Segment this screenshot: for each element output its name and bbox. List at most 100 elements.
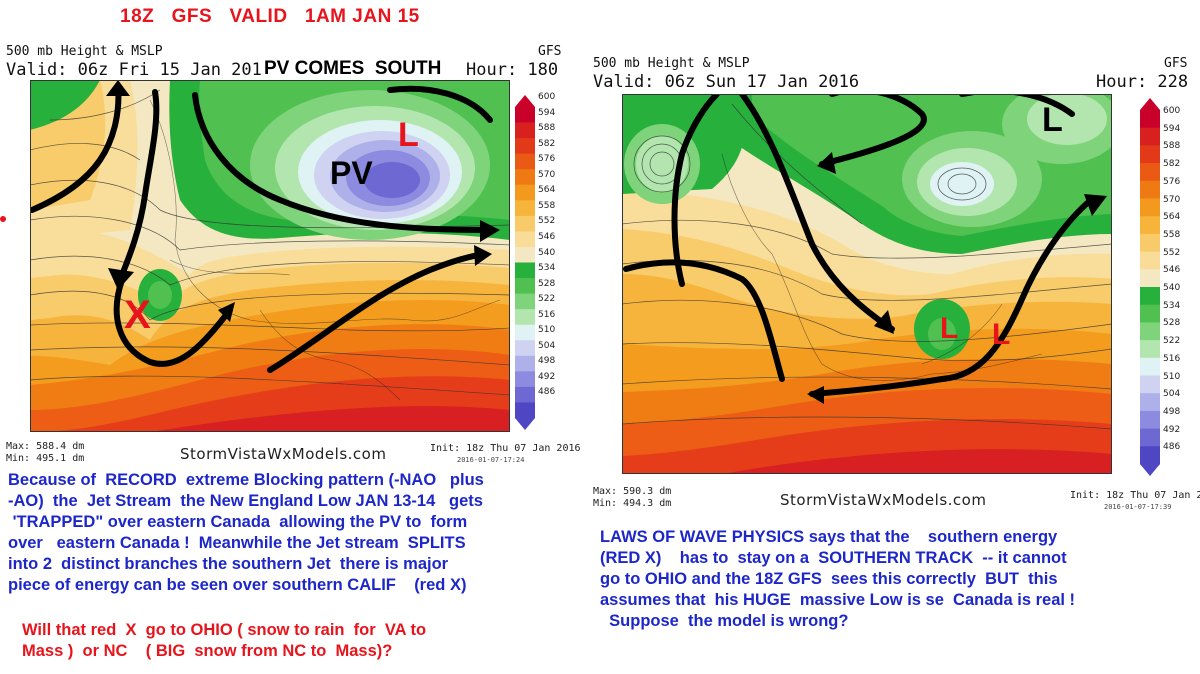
right-text-line: Suppose the model is wrong?	[600, 612, 849, 630]
left-low-label: L	[398, 116, 419, 154]
colorbar-segment	[1140, 233, 1160, 253]
colorbar-top-arrow	[1140, 98, 1160, 110]
colorbar-segment	[1140, 110, 1160, 129]
left-text-line: piece of energy can be seen over souther…	[8, 576, 467, 594]
colorbar-tick-label: 558	[538, 200, 556, 211]
colorbar-tick-label: 504	[1163, 389, 1181, 400]
right-model-label: GFS	[1164, 56, 1188, 71]
left-overlay-title: PV COMES SOUTH	[262, 58, 444, 80]
colorbar-tick-label: 546	[1163, 265, 1181, 276]
colorbar-tick-label: 492	[538, 371, 556, 382]
left-product-label: 500 mb Height & MSLP	[6, 44, 163, 59]
colorbar-segment	[1140, 180, 1160, 199]
left-stamp-label: 2016-01-07-17:24	[457, 456, 525, 464]
colorbar-segment	[515, 184, 535, 201]
right-colorbar	[1140, 98, 1160, 476]
right-text-line: LAWS OF WAVE PHYSICS says that the south…	[600, 528, 1058, 546]
colorbar-segment	[515, 293, 535, 310]
right-north-low-label: L	[1042, 101, 1063, 139]
top-title: 18Z GFS VALID 1AM JAN 15	[120, 6, 420, 27]
left-hour-label: Hour: 180	[466, 60, 559, 80]
colorbar-segment	[515, 324, 535, 341]
question-line: Will that red X go to OHIO ( snow to rai…	[22, 621, 427, 639]
right-map-frame	[622, 94, 1112, 474]
colorbar-tick-label: 576	[538, 154, 556, 165]
left-valid-label: Valid: 06z Fri 15 Jan 2016	[6, 60, 273, 80]
colorbar-segment	[515, 122, 535, 139]
colorbar-tick-label: 504	[538, 340, 556, 351]
colorbar-tick-label: 600	[538, 92, 556, 102]
left-init-label: Init: 18z Thu 07 Jan 2016	[430, 443, 581, 454]
colorbar-tick-label: 516	[1163, 353, 1181, 364]
left-colorbar	[515, 95, 535, 430]
right-se-low-1-label: L	[940, 312, 958, 345]
colorbar-segment	[515, 246, 535, 263]
colorbar-segment	[1140, 251, 1160, 270]
colorbar-segment	[1140, 304, 1160, 323]
right-valid-label: Valid: 06z Sun 17 Jan 2016	[593, 72, 860, 92]
colorbar-segment	[515, 309, 535, 326]
colorbar-segment	[515, 340, 535, 357]
colorbar-segment	[515, 200, 535, 217]
colorbar-segment	[515, 153, 535, 170]
colorbar-tick-label: 510	[1163, 371, 1181, 382]
colorbar-tick-label: 570	[1163, 194, 1181, 205]
colorbar-tick-label: 552	[538, 216, 556, 227]
left-map-panel: L PV X	[30, 80, 510, 432]
colorbar-segment	[515, 371, 535, 388]
question-line: Mass ) or NC ( BIG snow from NC to Mass)…	[22, 642, 393, 660]
red-dot-marker	[0, 216, 6, 222]
colorbar-segment	[1140, 446, 1160, 465]
colorbar-tick-label: 564	[1163, 212, 1181, 223]
colorbar-segment	[1140, 287, 1160, 306]
colorbar-segment	[515, 278, 535, 295]
colorbar-tick-label: 594	[1163, 123, 1181, 134]
colorbar-tick-label: 528	[538, 278, 556, 289]
colorbar-tick-label: 546	[538, 231, 556, 242]
colorbar-tick-label: 594	[538, 107, 556, 118]
colorbar-tick-label: 510	[538, 325, 556, 336]
left-text-line: into 2 distinct branches the southern Je…	[8, 555, 449, 573]
colorbar-tick-label: 588	[538, 123, 556, 134]
colorbar-tick-label: 582	[538, 138, 556, 149]
left-map-frame	[30, 80, 510, 432]
right-text-line: (RED X) has to stay on a SOUTHERN TRACK …	[600, 549, 1067, 567]
left-text-line: 'TRAPPED" over eastern Canada allowing t…	[8, 513, 468, 531]
colorbar-tick-label: 600	[1163, 106, 1181, 116]
left-model-label: GFS	[538, 44, 562, 59]
left-text-line: -AO) the Jet Stream the New England Low …	[8, 492, 483, 510]
left-text-line: Because of RECORD extreme Blocking patte…	[8, 471, 484, 489]
colorbar-segment	[515, 231, 535, 248]
colorbar-tick-label: 540	[538, 247, 556, 258]
colorbar-tick-label: 570	[538, 169, 556, 180]
right-init-label: Init: 18z Thu 07 Jan 2016	[1070, 490, 1200, 501]
right-map-panel: L L L	[622, 94, 1112, 474]
right-explanation: LAWS OF WAVE PHYSICS says that the south…	[600, 527, 1200, 632]
colorbar-tick-label: 582	[1163, 159, 1181, 170]
colorbar-segment	[1140, 340, 1160, 359]
colorbar-tick-label: 534	[1163, 300, 1181, 311]
left-question: Will that red X go to OHIO ( snow to rai…	[22, 620, 582, 662]
colorbar-segment	[1140, 428, 1160, 447]
left-colorbar-labels: 600 594 588 582 576 570 564 558 552 546 540 534 528 5…	[538, 92, 568, 432]
colorbar-segment	[1140, 322, 1160, 341]
colorbar-tick-label: 552	[1163, 247, 1181, 258]
colorbar-segment	[515, 169, 535, 186]
right-colorbar-labels: 600 594 588 582 576 570 564 558 552 546 540 534 528 5…	[1163, 106, 1195, 476]
colorbar-segment	[515, 355, 535, 372]
right-stamp-label: 2016-01-07-17:39	[1104, 503, 1172, 511]
colorbar-tick-label: 588	[1163, 141, 1181, 152]
colorbar-tick-label: 486	[538, 387, 556, 398]
colorbar-segment	[515, 138, 535, 155]
colorbar-tick-label: 534	[538, 263, 556, 274]
right-site-label: StormVistaWxModels.com	[780, 491, 987, 509]
colorbar-tick-label: 522	[1163, 336, 1181, 347]
colorbar-bottom-arrow	[1140, 464, 1160, 476]
left-text-line: over eastern Canada ! Meanwhile the Jet …	[8, 534, 466, 552]
left-min-label: Min: 495.1 dm	[6, 453, 85, 464]
colorbar-segment	[1140, 393, 1160, 412]
colorbar-segment	[1140, 269, 1160, 288]
colorbar-tick-label: 540	[1163, 283, 1181, 293]
left-pv-label: PV	[330, 155, 373, 191]
left-site-label: StormVistaWxModels.com	[180, 445, 387, 463]
